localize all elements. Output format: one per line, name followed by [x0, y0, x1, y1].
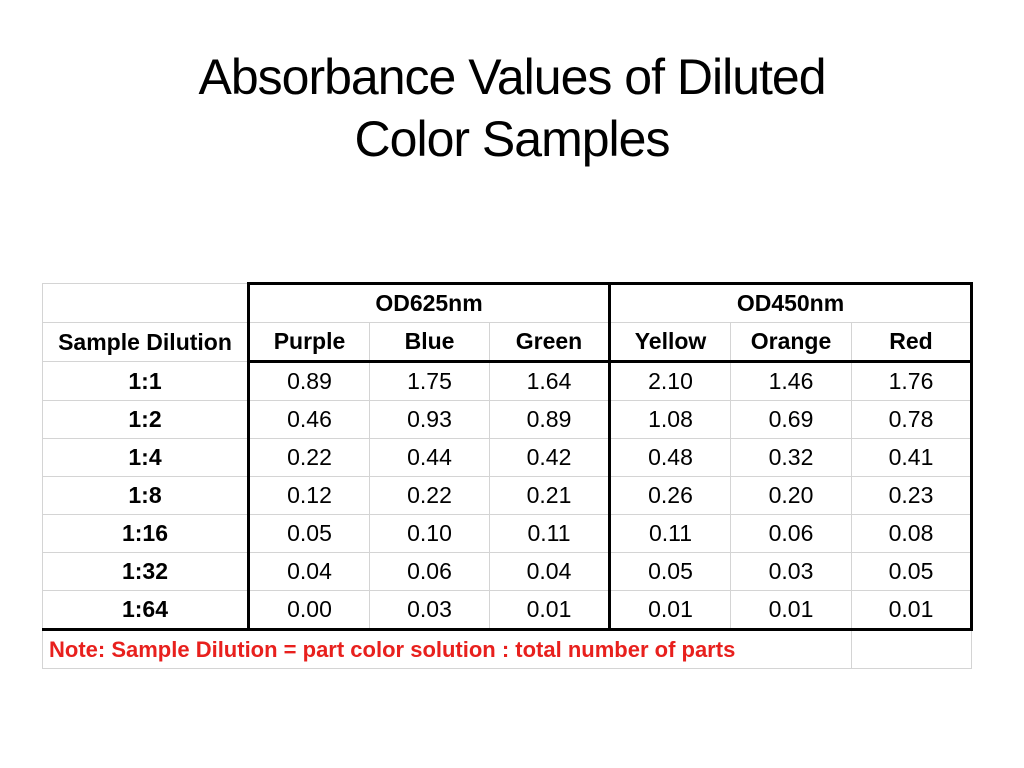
value-cell: 0.00	[248, 590, 370, 631]
value-cell: 0.05	[851, 552, 973, 591]
value-cell: 0.89	[489, 400, 611, 439]
slide-title: Absorbance Values of Diluted Color Sampl…	[0, 46, 1024, 170]
value-cell: 0.01	[609, 590, 731, 631]
value-cell: 0.12	[248, 476, 370, 515]
slide-title-line-2: Color Samples	[354, 111, 671, 167]
value-cell: 1.76	[851, 361, 973, 401]
column-header-red: Red	[851, 322, 973, 363]
table-row: 1:4 0.22 0.44 0.42 0.48 0.32 0.41	[42, 438, 973, 477]
value-cell: 0.01	[730, 590, 852, 631]
column-header-yellow: Yellow	[609, 322, 731, 363]
table-row: 1:2 0.46 0.93 0.89 1.08 0.69 0.78	[42, 400, 973, 439]
value-cell: 0.48	[609, 438, 731, 477]
value-cell: 1.46	[730, 361, 852, 401]
value-cell: 0.93	[369, 400, 490, 439]
table-row: 1:32 0.04 0.06 0.04 0.05 0.03 0.05	[42, 552, 973, 591]
value-cell: 0.44	[369, 438, 490, 477]
dilution-cell: 1:16	[42, 514, 250, 553]
value-cell: 0.10	[369, 514, 490, 553]
table-row: 1:64 0.00 0.03 0.01 0.01 0.01 0.01	[42, 590, 973, 631]
dilution-cell: 1:1	[42, 361, 250, 401]
value-cell: 0.04	[248, 552, 370, 591]
value-cell: 0.22	[369, 476, 490, 515]
group-header-od450: OD450nm	[609, 282, 973, 323]
value-cell: 0.69	[730, 400, 852, 439]
absorbance-table: OD625nm OD450nm Sample Dilution Purple B…	[42, 282, 973, 669]
column-header-blue: Blue	[369, 322, 490, 363]
value-cell: 0.05	[248, 514, 370, 553]
value-cell: 0.04	[489, 552, 611, 591]
dilution-cell: 1:64	[42, 590, 250, 631]
value-cell: 0.23	[851, 476, 973, 515]
value-cell: 0.06	[369, 552, 490, 591]
value-cell: 1.64	[489, 361, 611, 401]
row-header-label: Sample Dilution	[42, 322, 250, 362]
value-cell: 0.89	[248, 361, 370, 401]
group-header-od625: OD625nm	[247, 282, 611, 323]
value-cell: 0.01	[851, 590, 973, 631]
value-cell: 0.11	[489, 514, 611, 553]
dilution-cell: 1:4	[42, 438, 250, 477]
value-cell: 2.10	[609, 361, 731, 401]
value-cell: 0.32	[730, 438, 852, 477]
value-cell: 0.46	[248, 400, 370, 439]
note-row: Note: Sample Dilution = part color solut…	[42, 629, 972, 669]
value-cell: 0.08	[851, 514, 973, 553]
column-header-row: Sample Dilution Purple Blue Green Yellow…	[42, 322, 973, 363]
value-cell: 0.03	[369, 590, 490, 631]
dilution-cell: 1:8	[42, 476, 250, 515]
table-row: 1:16 0.05 0.10 0.11 0.11 0.06 0.08	[42, 514, 973, 553]
value-cell: 0.11	[609, 514, 731, 553]
dilution-cell: 1:2	[42, 400, 250, 439]
value-cell: 0.05	[609, 552, 731, 591]
column-header-purple: Purple	[248, 322, 370, 363]
dilution-note: Note: Sample Dilution = part color solut…	[42, 629, 852, 669]
column-header-green: Green	[489, 322, 611, 363]
value-cell: 0.41	[851, 438, 973, 477]
value-cell: 0.78	[851, 400, 973, 439]
column-header-orange: Orange	[730, 322, 852, 363]
empty-note-cell	[851, 629, 972, 669]
table-row: 1:8 0.12 0.22 0.21 0.26 0.20 0.23	[42, 476, 973, 515]
value-cell: 0.42	[489, 438, 611, 477]
dilution-cell: 1:32	[42, 552, 250, 591]
table-row: 1:1 0.89 1.75 1.64 2.10 1.46 1.76	[42, 361, 973, 401]
value-cell: 1.08	[609, 400, 731, 439]
value-cell: 0.26	[609, 476, 731, 515]
value-cell: 0.22	[248, 438, 370, 477]
value-cell: 0.20	[730, 476, 852, 515]
value-cell: 0.21	[489, 476, 611, 515]
slide-title-line-1: Absorbance Values of Diluted	[198, 49, 826, 105]
value-cell: 1.75	[369, 361, 490, 401]
value-cell: 0.06	[730, 514, 852, 553]
value-cell: 0.01	[489, 590, 611, 631]
empty-corner-cell	[42, 283, 249, 323]
value-cell: 0.03	[730, 552, 852, 591]
group-header-row: OD625nm OD450nm	[42, 282, 973, 323]
